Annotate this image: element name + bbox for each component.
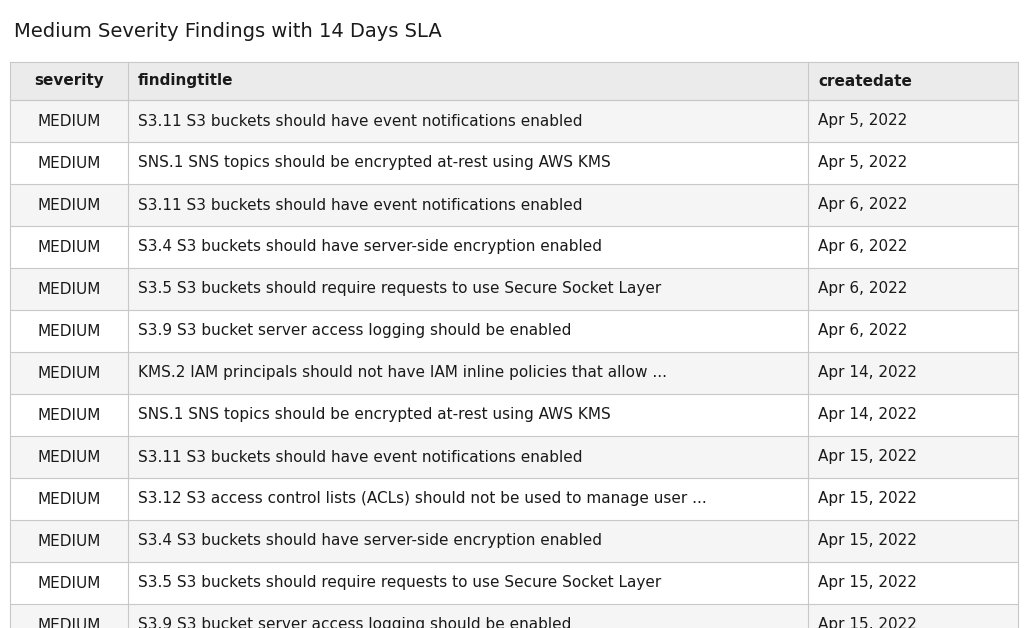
Bar [10,352,1018,394]
Text: MEDIUM: MEDIUM [37,323,100,338]
Text: Apr 15, 2022: Apr 15, 2022 [818,450,916,465]
Text: KMS.2 IAM principals should not have IAM inline policies that allow ...: KMS.2 IAM principals should not have IAM… [138,365,667,381]
Text: findingtitle: findingtitle [138,73,233,89]
Text: MEDIUM: MEDIUM [37,408,100,423]
Text: S3.4 S3 buckets should have server-side encryption enabled: S3.4 S3 buckets should have server-side … [138,239,602,254]
Bar [10,310,1018,352]
Text: S3.11 S3 buckets should have event notifications enabled: S3.11 S3 buckets should have event notif… [138,197,583,212]
Text: Apr 15, 2022: Apr 15, 2022 [818,617,916,628]
Text: Apr 14, 2022: Apr 14, 2022 [818,408,916,423]
Text: Apr 15, 2022: Apr 15, 2022 [818,492,916,507]
Text: Apr 5, 2022: Apr 5, 2022 [818,156,907,170]
Text: MEDIUM: MEDIUM [37,281,100,296]
Text: S3.9 S3 bucket server access logging should be enabled: S3.9 S3 bucket server access logging sho… [138,323,571,338]
Text: Apr 15, 2022: Apr 15, 2022 [818,534,916,548]
Text: MEDIUM: MEDIUM [37,114,100,129]
Text: Apr 6, 2022: Apr 6, 2022 [818,281,907,296]
Text: Apr 6, 2022: Apr 6, 2022 [818,239,907,254]
Text: S3.11 S3 buckets should have event notifications enabled: S3.11 S3 buckets should have event notif… [138,114,583,129]
Bar [10,62,1018,100]
Bar [10,142,1018,184]
Text: Medium Severity Findings with 14 Days SLA: Medium Severity Findings with 14 Days SL… [14,22,441,41]
Text: SNS.1 SNS topics should be encrypted at-rest using AWS KMS: SNS.1 SNS topics should be encrypted at-… [138,408,610,423]
Text: S3.11 S3 buckets should have event notifications enabled: S3.11 S3 buckets should have event notif… [138,450,583,465]
Text: createdate: createdate [818,73,912,89]
Bar [10,604,1018,628]
Text: MEDIUM: MEDIUM [37,239,100,254]
Bar [10,226,1018,268]
Text: MEDIUM: MEDIUM [37,365,100,381]
Text: severity: severity [34,73,103,89]
Bar [10,520,1018,562]
Bar [10,268,1018,310]
Bar [10,436,1018,478]
Bar [10,100,1018,142]
Text: S3.4 S3 buckets should have server-side encryption enabled: S3.4 S3 buckets should have server-side … [138,534,602,548]
Text: MEDIUM: MEDIUM [37,492,100,507]
Text: Apr 15, 2022: Apr 15, 2022 [818,575,916,590]
Bar [10,394,1018,436]
Text: MEDIUM: MEDIUM [37,534,100,548]
Text: MEDIUM: MEDIUM [37,575,100,590]
Text: S3.9 S3 bucket server access logging should be enabled: S3.9 S3 bucket server access logging sho… [138,617,571,628]
Bar [10,184,1018,226]
Bar [10,478,1018,520]
Text: S3.12 S3 access control lists (ACLs) should not be used to manage user ...: S3.12 S3 access control lists (ACLs) sho… [138,492,707,507]
Text: S3.5 S3 buckets should require requests to use Secure Socket Layer: S3.5 S3 buckets should require requests … [138,575,662,590]
Text: S3.5 S3 buckets should require requests to use Secure Socket Layer: S3.5 S3 buckets should require requests … [138,281,662,296]
Text: Apr 6, 2022: Apr 6, 2022 [818,323,907,338]
Text: MEDIUM: MEDIUM [37,156,100,170]
Text: SNS.1 SNS topics should be encrypted at-rest using AWS KMS: SNS.1 SNS topics should be encrypted at-… [138,156,610,170]
Text: Apr 5, 2022: Apr 5, 2022 [818,114,907,129]
Text: MEDIUM: MEDIUM [37,450,100,465]
Text: MEDIUM: MEDIUM [37,617,100,628]
Text: MEDIUM: MEDIUM [37,197,100,212]
Bar [10,562,1018,604]
Text: Apr 14, 2022: Apr 14, 2022 [818,365,916,381]
Text: Apr 6, 2022: Apr 6, 2022 [818,197,907,212]
